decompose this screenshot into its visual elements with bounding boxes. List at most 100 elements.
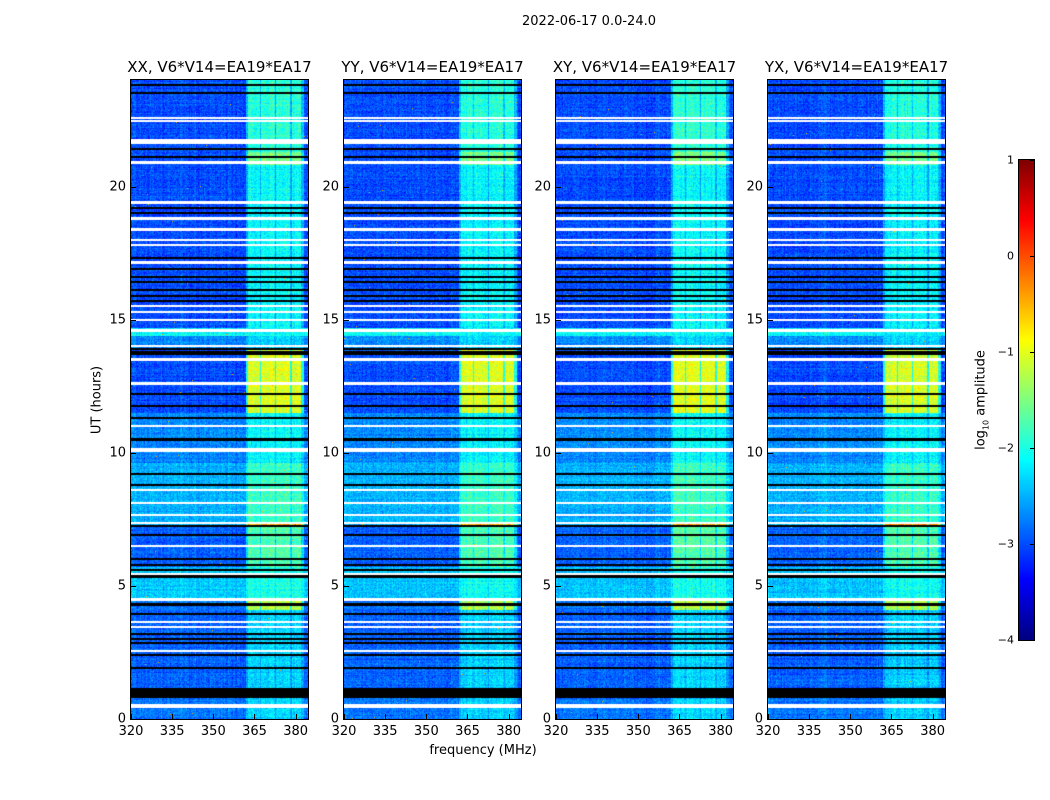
y-tick-label: 10 xyxy=(746,445,763,461)
y-tick xyxy=(556,585,561,587)
y-tick xyxy=(344,719,349,720)
x-tick xyxy=(597,714,599,719)
panel-title: YY, V6*V14=EA19*EA17 xyxy=(341,58,524,76)
y-tick-label: 15 xyxy=(534,312,551,328)
x-tick xyxy=(556,714,557,719)
y-tick xyxy=(768,719,773,720)
x-tick xyxy=(638,714,640,719)
y-tick xyxy=(556,186,561,188)
panel-title: XY, V6*V14=EA19*EA17 xyxy=(552,58,737,76)
colorbar-tick xyxy=(1030,256,1034,257)
y-tick xyxy=(131,319,136,321)
x-tick xyxy=(850,714,852,719)
x-tick xyxy=(426,714,428,719)
y-tick-label: 5 xyxy=(330,578,339,594)
colorbar-tick-label: −2 xyxy=(997,441,1014,455)
y-tick xyxy=(768,585,773,587)
y-tick-label: 5 xyxy=(117,578,126,594)
heatmap-canvas xyxy=(768,80,945,719)
x-tick xyxy=(172,714,174,719)
x-tick-label: 335 xyxy=(584,724,610,739)
x-tick-label: 335 xyxy=(372,724,398,739)
x-tick-label: 335 xyxy=(159,724,185,739)
y-tick xyxy=(131,186,136,188)
y-tick-label: 20 xyxy=(322,179,339,194)
y-tick xyxy=(131,585,136,587)
x-tick xyxy=(720,714,722,719)
y-tick-label: 10 xyxy=(322,445,339,461)
y-tick xyxy=(556,319,561,321)
x-tick-label: 350 xyxy=(625,724,651,739)
colorbar-label-sub: 10 xyxy=(981,419,991,431)
y-tick-label: 15 xyxy=(109,312,126,328)
y-tick-label: 15 xyxy=(746,312,763,328)
x-tick-label: 320 xyxy=(331,724,357,739)
y-tick xyxy=(344,585,349,587)
heatmap-canvas xyxy=(131,80,308,719)
y-tick-label: 20 xyxy=(534,179,551,194)
y-tick-label: 10 xyxy=(109,445,126,461)
y-tick xyxy=(344,452,349,454)
x-tick xyxy=(254,714,256,719)
x-tick xyxy=(768,714,769,719)
x-tick-label: 380 xyxy=(283,724,309,739)
y-tick-label: 5 xyxy=(754,578,763,594)
x-tick xyxy=(467,714,469,719)
x-tick xyxy=(508,714,510,719)
x-tick-label: 380 xyxy=(708,724,734,739)
x-tick-label: 365 xyxy=(242,724,267,739)
colorbar-tick xyxy=(1030,640,1034,641)
y-tick xyxy=(768,319,773,321)
y-tick-label: 10 xyxy=(534,445,551,461)
colorbar-gradient xyxy=(1019,160,1034,640)
x-tick-label: 365 xyxy=(879,724,904,739)
colorbar-label-main: log xyxy=(973,430,989,450)
colorbar-label: log10 amplitude xyxy=(974,350,991,450)
figure-title: 2022-06-17 0.0-24.0 xyxy=(522,14,656,29)
x-tick xyxy=(385,714,387,719)
heatmap-panel xyxy=(555,79,734,720)
colorbar xyxy=(1018,159,1035,641)
x-tick-label: 365 xyxy=(667,724,692,739)
x-tick xyxy=(344,714,345,719)
y-axis-label: UT (hours) xyxy=(89,365,105,435)
y-tick-label: 0 xyxy=(330,711,339,727)
y-tick-label: 0 xyxy=(542,711,551,727)
colorbar-tick-label: −1 xyxy=(997,345,1014,359)
y-tick-label: 0 xyxy=(754,711,763,727)
x-tick-label: 380 xyxy=(496,724,522,739)
x-tick-label: 335 xyxy=(796,724,822,739)
colorbar-tick-label: −3 xyxy=(997,537,1014,551)
y-tick xyxy=(556,452,561,454)
x-tick-label: 380 xyxy=(920,724,946,739)
colorbar-tick xyxy=(1030,448,1034,449)
x-tick-label: 350 xyxy=(200,724,226,739)
y-tick xyxy=(768,452,773,454)
heatmap-canvas xyxy=(344,80,521,719)
x-tick xyxy=(679,714,681,719)
colorbar-tick xyxy=(1030,160,1034,161)
heatmap-canvas xyxy=(556,80,733,719)
y-tick xyxy=(768,186,773,188)
heatmap-panel xyxy=(343,79,522,720)
y-tick-label: 20 xyxy=(109,179,126,194)
x-axis-label: frequency (MHz) xyxy=(429,743,537,758)
x-tick-label: 365 xyxy=(455,724,480,739)
y-tick xyxy=(131,719,136,720)
x-tick xyxy=(891,714,893,719)
y-tick xyxy=(344,319,349,321)
x-tick-label: 320 xyxy=(543,724,569,739)
heatmap-panel xyxy=(130,79,309,720)
colorbar-tick-label: 0 xyxy=(1007,249,1014,263)
y-tick-label: 5 xyxy=(542,578,551,594)
colorbar-tick xyxy=(1030,352,1034,353)
y-tick-label: 15 xyxy=(322,312,339,328)
colorbar-tick-label: 1 xyxy=(1007,153,1014,167)
y-tick xyxy=(556,719,561,720)
y-tick xyxy=(344,186,349,188)
x-tick xyxy=(131,714,132,719)
heatmap-panel xyxy=(767,79,946,720)
x-tick xyxy=(932,714,934,719)
colorbar-tick-label: −4 xyxy=(997,633,1014,647)
